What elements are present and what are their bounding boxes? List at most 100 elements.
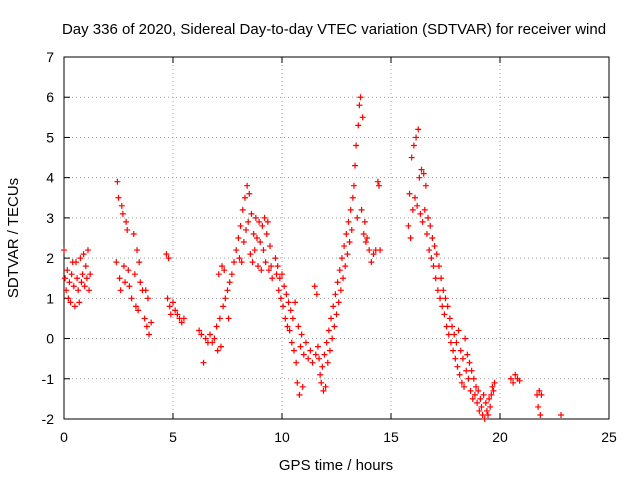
data-point	[305, 355, 312, 362]
data-point	[143, 323, 150, 330]
data-point	[487, 403, 494, 410]
data-point	[414, 202, 421, 209]
data-point	[488, 391, 495, 398]
data-point	[354, 214, 361, 221]
data-point	[284, 323, 291, 330]
data-point	[282, 315, 289, 322]
data-point	[468, 367, 475, 374]
data-point	[336, 267, 343, 274]
data-point	[329, 335, 336, 342]
data-point	[275, 287, 282, 294]
data-point	[241, 194, 248, 201]
data-point	[476, 407, 483, 414]
data-point	[353, 142, 360, 149]
data-point	[355, 122, 362, 129]
data-point	[444, 303, 451, 310]
x-tick-label: 20	[492, 429, 508, 445]
data-point	[200, 359, 207, 366]
data-point	[68, 271, 75, 278]
data-point	[429, 235, 436, 241]
x-axis-label: GPS time / hours	[279, 457, 393, 474]
data-point	[297, 343, 304, 350]
data-point	[344, 251, 351, 258]
data-point	[321, 351, 328, 358]
data-point	[360, 230, 367, 237]
data-point	[313, 291, 320, 298]
data-point	[425, 214, 432, 221]
data-point	[411, 194, 418, 201]
data-point	[246, 190, 253, 197]
data-point	[364, 235, 371, 241]
data-point	[427, 222, 434, 229]
data-point	[78, 279, 85, 286]
data-point	[285, 299, 292, 306]
data-point	[164, 295, 171, 302]
data-point	[418, 166, 425, 173]
data-point	[244, 182, 251, 189]
data-point	[235, 235, 242, 241]
data-point	[120, 263, 127, 270]
data-point	[300, 351, 307, 358]
data-point	[453, 339, 460, 346]
data-point	[332, 291, 339, 298]
chart-title: Day 336 of 2020, Sidereal Day-to-day VTE…	[62, 21, 606, 38]
data-point	[324, 359, 331, 366]
data-point	[293, 359, 300, 366]
data-point	[458, 379, 465, 386]
data-point	[536, 387, 543, 394]
data-point	[451, 331, 458, 338]
data-point	[290, 347, 297, 354]
data-point	[207, 331, 214, 338]
data-point	[489, 383, 496, 390]
data-point	[220, 303, 227, 310]
data-point	[317, 371, 324, 378]
data-point	[309, 359, 316, 366]
data-point	[172, 307, 179, 314]
data-point	[346, 239, 353, 246]
data-point	[307, 347, 314, 354]
data-point	[117, 287, 124, 294]
data-point	[122, 279, 129, 286]
data-point	[226, 279, 233, 286]
data-point	[118, 202, 125, 209]
data-point	[72, 259, 79, 266]
data-point	[299, 383, 306, 390]
data-point	[318, 379, 325, 386]
data-point	[115, 194, 122, 201]
data-point	[264, 218, 271, 225]
data-point	[312, 351, 319, 358]
data-point	[434, 287, 441, 294]
data-point	[288, 339, 295, 346]
data-point	[116, 275, 123, 282]
data-point	[464, 351, 471, 358]
data-point	[71, 303, 78, 310]
data-point	[430, 263, 437, 270]
data-point	[131, 271, 138, 278]
data-point	[259, 222, 266, 229]
data-point	[249, 259, 256, 266]
y-tick-label: 7	[46, 49, 54, 65]
data-point	[135, 307, 142, 314]
data-point	[342, 263, 349, 270]
data-point	[376, 182, 383, 189]
data-point	[512, 371, 519, 378]
data-point	[222, 295, 229, 302]
data-point	[480, 391, 487, 398]
data-point	[213, 323, 220, 330]
data-point	[196, 327, 203, 334]
data-point	[350, 182, 357, 189]
data-point	[331, 323, 338, 330]
data-point	[141, 315, 148, 322]
data-point	[267, 243, 274, 250]
data-point	[142, 287, 149, 294]
data-point	[558, 411, 565, 418]
data-point	[228, 271, 235, 278]
y-tick-label: 5	[46, 129, 54, 145]
data-point	[431, 243, 438, 250]
data-point	[439, 303, 446, 310]
x-tick-label: 10	[274, 429, 290, 445]
data-point	[474, 399, 481, 406]
data-point	[236, 255, 243, 262]
data-point	[447, 339, 454, 346]
data-point	[132, 303, 139, 310]
